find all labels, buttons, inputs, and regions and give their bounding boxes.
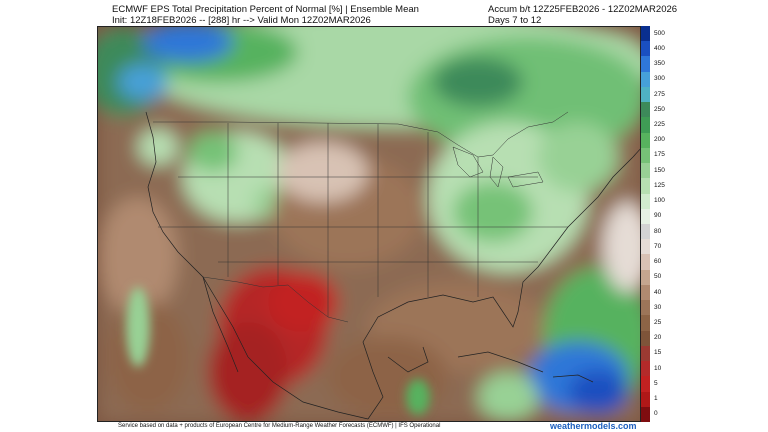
legend-label: 500 xyxy=(654,29,665,37)
legend-label: 300 xyxy=(654,75,665,83)
legend-swatch xyxy=(641,147,650,164)
legend-swatch xyxy=(641,178,650,195)
init-valid-line: Init: 12Z18FEB2026 -- [288] hr --> Valid… xyxy=(112,15,371,26)
legend-swatch xyxy=(641,56,650,73)
data-credit: Service based on data + products of Euro… xyxy=(118,423,441,429)
legend-swatch xyxy=(641,315,650,332)
legend-label: 10 xyxy=(654,364,662,372)
legend-swatch xyxy=(641,376,650,393)
legend-label: 225 xyxy=(654,121,665,128)
legend-swatch xyxy=(641,361,650,377)
legend-swatch xyxy=(641,300,650,316)
legend-label: 90 xyxy=(654,212,662,220)
legend-swatch xyxy=(641,239,650,255)
legend-swatch xyxy=(641,224,650,240)
legend-label: 125 xyxy=(654,181,665,189)
legend-label: 25 xyxy=(654,319,662,326)
legend-label: 200 xyxy=(654,136,665,144)
legend-swatch xyxy=(641,391,650,408)
legend-colorbar xyxy=(641,26,650,423)
accumulation-period: Accum b/t 12Z25FEB2026 - 12Z02MAR2026 xyxy=(488,4,678,15)
legend-swatch xyxy=(641,117,650,134)
legend-label: 275 xyxy=(654,90,665,98)
legend-swatch xyxy=(641,41,650,57)
legend-label: 80 xyxy=(654,227,662,235)
legend-label: 175 xyxy=(654,151,665,159)
legend-swatch xyxy=(641,163,650,179)
forecast-days: Days 7 to 12 xyxy=(488,15,542,26)
legend-swatch xyxy=(641,254,650,271)
legend-label: 15 xyxy=(654,349,662,357)
map-canvas xyxy=(98,27,640,421)
legend-label: 30 xyxy=(654,303,662,311)
precipitation-map xyxy=(97,26,641,422)
legend-label: 40 xyxy=(654,288,662,296)
legend-swatch xyxy=(641,193,650,210)
legend-swatch xyxy=(641,406,650,423)
border-outlines xyxy=(153,111,569,323)
legend-swatch xyxy=(641,208,650,225)
legend-swatch xyxy=(641,330,650,347)
legend-label: 350 xyxy=(654,60,665,68)
legend-swatch xyxy=(641,345,650,362)
coastline-outlines xyxy=(145,111,640,420)
legend-label: 60 xyxy=(654,258,662,266)
legend-swatch xyxy=(641,26,650,42)
legend-label: 70 xyxy=(654,242,662,250)
brand-link[interactable]: weathermodels.com xyxy=(550,421,637,431)
legend-label: 20 xyxy=(654,334,662,342)
legend-label: 5 xyxy=(654,379,658,387)
legend-label: 400 xyxy=(654,44,665,52)
legend-label: 1 xyxy=(654,395,658,403)
legend-label: 150 xyxy=(654,166,665,174)
legend-label: 250 xyxy=(654,105,665,113)
legend-swatch xyxy=(641,102,650,118)
legend-swatch xyxy=(641,71,650,88)
legend-swatch xyxy=(641,86,650,103)
map-title: ECMWF EPS Total Precipitation Percent of… xyxy=(112,4,419,15)
legend-swatch xyxy=(641,284,650,301)
legend-label: 100 xyxy=(654,197,665,205)
legend-label: 50 xyxy=(654,273,662,281)
legend-swatch xyxy=(641,269,650,286)
legend-swatch xyxy=(641,132,650,149)
legend-label: 0 xyxy=(654,410,658,418)
precip-field xyxy=(98,27,640,421)
